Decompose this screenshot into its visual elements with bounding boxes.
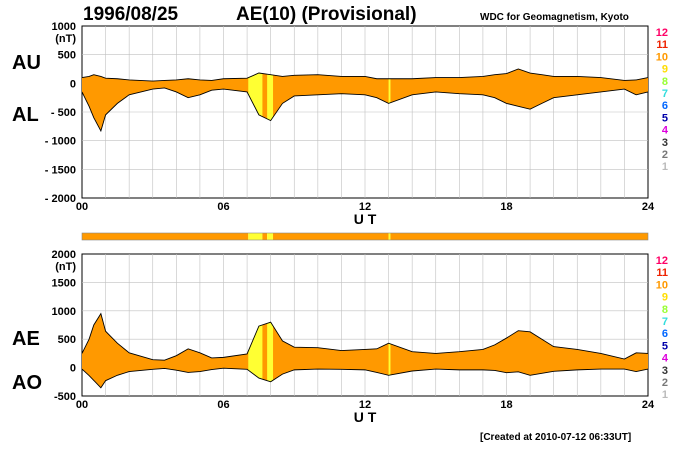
station-bar-segment <box>248 233 263 240</box>
station-legend-label: 12 <box>656 27 668 39</box>
x-axis-label: U T <box>354 211 377 227</box>
ae-label: AE <box>12 328 40 350</box>
created-stamp: [Created at 2010-07-12 06:33UT] <box>480 432 632 443</box>
y-tick-label: 1000 <box>52 21 76 33</box>
station-legend-label: 8 <box>662 304 668 316</box>
y-tick-label: - 1000 <box>45 136 76 148</box>
au-line <box>81 68 649 82</box>
station-legend-label: 9 <box>662 64 668 76</box>
station-bar-segment <box>390 233 648 240</box>
y-tick-label: 1500 <box>52 277 76 289</box>
au-label: AU <box>12 52 41 74</box>
station-bar-segment <box>262 233 268 240</box>
source-label: WDC for Geomagnetism, Kyoto <box>480 12 629 23</box>
station-legend-label: 3 <box>662 365 668 377</box>
low-station-band <box>388 313 391 388</box>
station-legend-label: 7 <box>662 316 668 328</box>
ae-line <box>81 312 649 361</box>
y-tick-label: - 1500 <box>45 164 76 176</box>
station-count-bar <box>81 232 649 241</box>
station-legend-label: 4 <box>662 353 669 365</box>
al-label: AL <box>12 104 39 126</box>
station-legend-label: 9 <box>662 292 668 304</box>
date-title: 1996/08/25 <box>83 4 179 25</box>
x-tick-label: 12 <box>359 399 371 411</box>
station-bar-segment <box>273 233 389 240</box>
y-unit-label: (nT) <box>55 261 76 273</box>
station-legend-label: 2 <box>662 149 668 161</box>
station-legend-label: 4 <box>662 125 669 137</box>
station-legend-label: 6 <box>662 328 668 340</box>
station-legend-label: 3 <box>662 137 668 149</box>
y-tick-label: 500 <box>58 50 76 62</box>
y-tick-label: 0 <box>70 363 76 375</box>
station-bar-segment <box>82 233 249 240</box>
y-tick-label: -500 <box>54 391 76 403</box>
station-legend-label: 2 <box>662 377 668 389</box>
index-title: AE(10) (Provisional) <box>236 4 417 25</box>
x-tick-label: 18 <box>500 201 512 213</box>
x-tick-label: 12 <box>359 201 371 213</box>
au-al-area <box>82 69 648 131</box>
al-line <box>81 87 649 133</box>
station-bar-frame <box>81 232 649 241</box>
panel-au-al: 1000 500 0 - 500 - 1000 - 1500 - 2000 (nT) 00 06 1… <box>45 21 669 227</box>
x-tick-label: 00 <box>76 399 88 411</box>
y-tick-label: - 500 <box>51 107 76 119</box>
station-legend-label: 5 <box>662 112 668 124</box>
x-axis-label: U T <box>354 409 377 425</box>
station-legend-label: 11 <box>656 39 668 51</box>
station-bar-segment <box>388 233 391 240</box>
station-legend-label: 5 <box>662 340 668 352</box>
station-legend-label: 12 <box>656 255 668 267</box>
y-tick-label: - 2000 <box>45 193 76 205</box>
station-legend-label: 10 <box>656 279 668 291</box>
ao-label: AO <box>12 372 42 394</box>
station-bar-segment <box>267 233 274 240</box>
x-tick-label: 18 <box>500 399 512 411</box>
station-legend-label: 8 <box>662 76 668 88</box>
low-station-band <box>267 313 274 388</box>
y-unit-label: (nT) <box>55 33 76 45</box>
ao-line <box>81 367 649 389</box>
station-legend-label: 11 <box>656 267 668 279</box>
x-tick-label: 24 <box>642 399 655 411</box>
x-tick-label: 06 <box>217 399 229 411</box>
y-tick-label: 500 <box>58 334 76 346</box>
station-legend-label: 1 <box>662 161 668 173</box>
ae-ao-area <box>82 313 648 388</box>
x-tick-label: 24 <box>642 201 655 213</box>
y-tick-label: 1000 <box>52 306 76 318</box>
station-legend-label: 10 <box>656 51 668 63</box>
station-legend-label: 7 <box>662 88 668 100</box>
station-legend-label: 6 <box>662 100 668 112</box>
y-tick-label: 2000 <box>52 249 76 261</box>
x-tick-label: 06 <box>217 201 229 213</box>
x-tick-label: 00 <box>76 201 88 213</box>
low-station-band <box>267 69 274 131</box>
low-station-band <box>388 69 391 131</box>
station-legend-label: 1 <box>662 389 668 401</box>
y-tick-label: 0 <box>70 78 76 90</box>
